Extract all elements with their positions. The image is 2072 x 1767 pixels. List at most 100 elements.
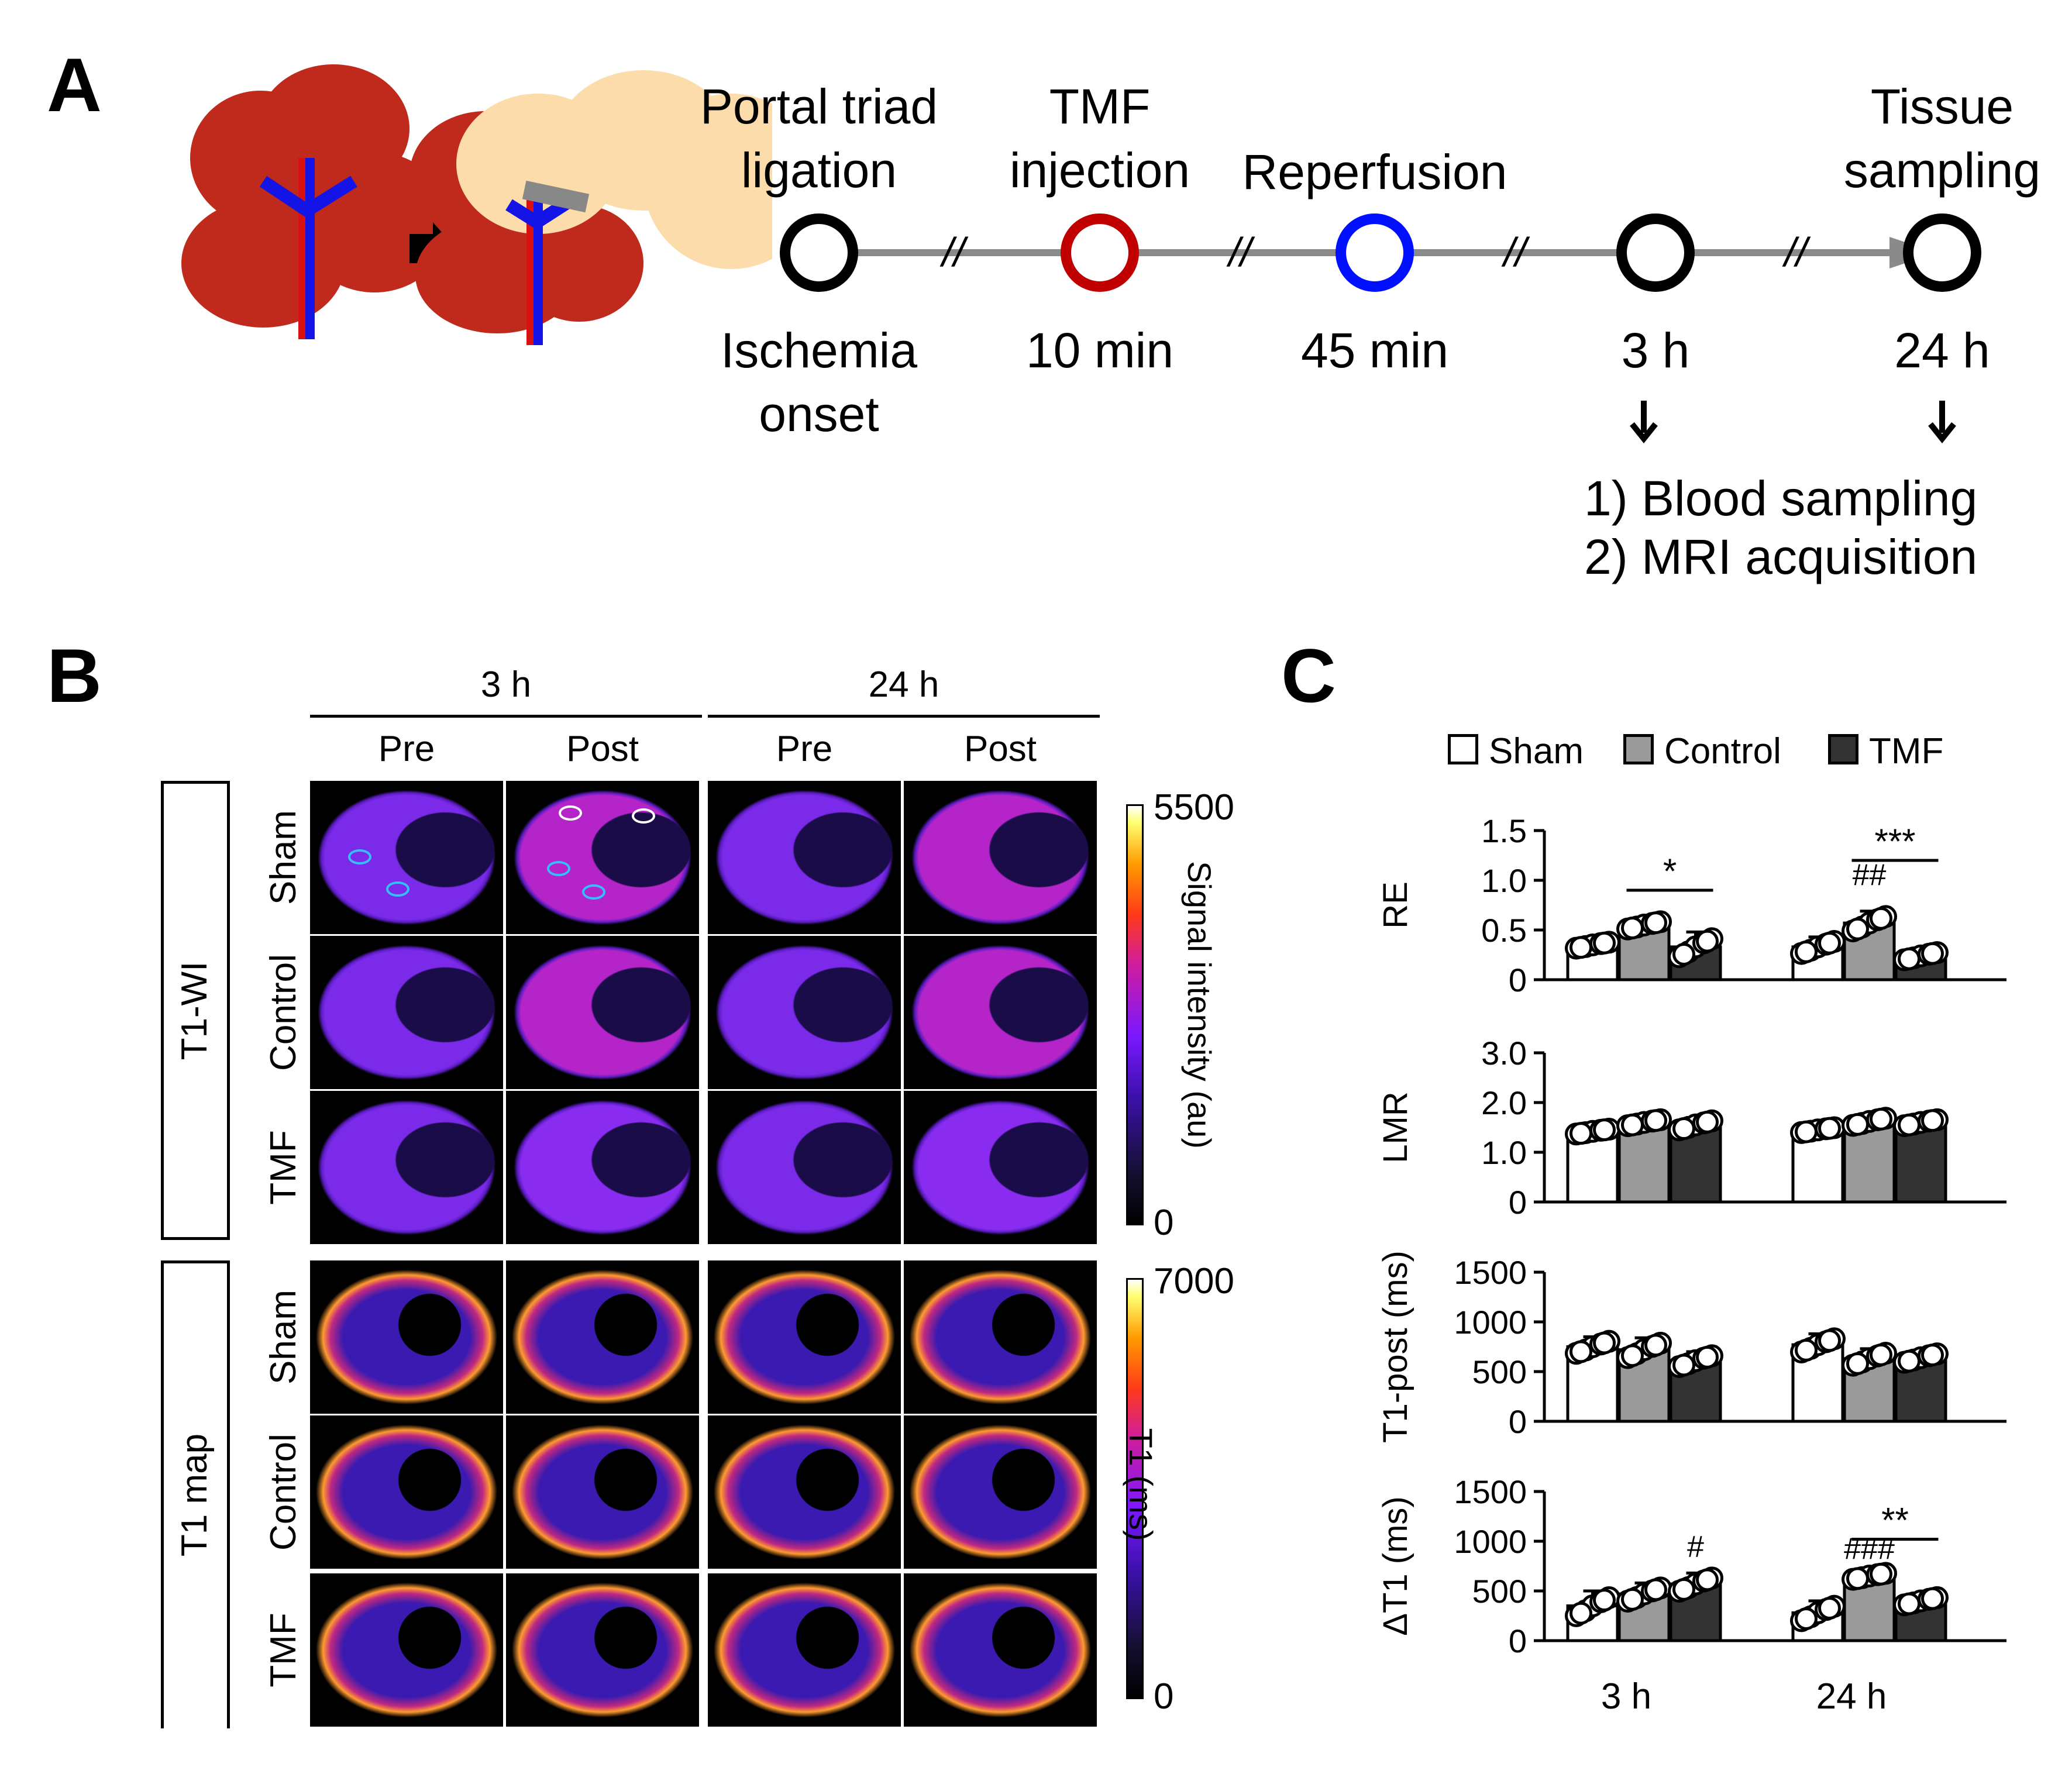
timeline-label-top: Tissue sampling [1843, 79, 2041, 198]
data-point [1644, 1334, 1667, 1357]
timeline-label-bottom: Ischemia onset [720, 323, 918, 442]
liver-ischemic [415, 70, 772, 345]
timeline-event-circle [1336, 213, 1414, 292]
y-tick-label: 1.5 [1481, 812, 1527, 849]
x-axis-label-24h: 24 h [1816, 1676, 1887, 1717]
data-point [1795, 1607, 1818, 1630]
mri-image [904, 1573, 1097, 1727]
y-tick-label: 1000 [1454, 1304, 1527, 1341]
data-point [1696, 1568, 1719, 1592]
data-point [1621, 1344, 1644, 1368]
mri-image [310, 1260, 503, 1414]
col-label: Post [963, 729, 1037, 769]
roi-marker [632, 808, 655, 824]
legend-label-control: Control [1664, 731, 1781, 771]
mri-image [904, 1091, 1097, 1244]
significance-label: # [1687, 1530, 1704, 1564]
panel-a-letter: A [47, 42, 102, 128]
data-point [1644, 911, 1667, 935]
section-box-t1wi [161, 781, 230, 1240]
legend-swatch-sham [1448, 734, 1478, 764]
data-point [1621, 917, 1644, 940]
roi-marker [559, 805, 582, 821]
data-point [1921, 1109, 1944, 1132]
timeline-label-bottom: 3 h [1621, 323, 1690, 378]
colorbar-t1map-min: 0 [1154, 1676, 1174, 1717]
mri-image [310, 1573, 503, 1727]
y-tick-label: 0.5 [1481, 912, 1527, 949]
significance-label: * [1663, 852, 1677, 891]
data-point [1846, 1112, 1869, 1136]
significance-label: *** [1874, 822, 1915, 861]
significance-label: ** [1881, 1501, 1909, 1540]
data-point [1921, 1344, 1944, 1367]
mri-image [506, 936, 699, 1089]
timeline-break-mark: // [940, 229, 969, 275]
data-point [1870, 1107, 1892, 1131]
data-point [1570, 1601, 1592, 1625]
bar [1566, 1129, 1619, 1204]
legend-swatch-tmf [1828, 734, 1858, 764]
y-tick-label: 500 [1472, 1353, 1527, 1390]
data-point [1621, 1113, 1644, 1136]
data-point [1818, 931, 1841, 955]
mri-image [310, 936, 503, 1089]
y-axis-label: ΔT1 (ms) [1376, 1496, 1414, 1636]
data-point [1846, 1567, 1869, 1590]
data-point [1644, 1109, 1667, 1132]
col-label: Pre [378, 729, 435, 769]
timeline-label-top: Portal triad ligation [700, 79, 938, 198]
time-group-3h: 3 h [480, 664, 532, 705]
mri-image [708, 1260, 901, 1414]
y-tick-label: 500 [1472, 1573, 1527, 1610]
mri-image [506, 781, 699, 934]
row-label: TMF [263, 1613, 304, 1687]
y-tick-label: 0 [1509, 1403, 1527, 1440]
liver-illustration [181, 64, 772, 345]
mri-image [904, 1415, 1097, 1569]
data-point [1570, 1340, 1592, 1363]
colorbar-t1wi-label: Signal intensity (au) [1181, 861, 1218, 1149]
mri-image [708, 1091, 901, 1244]
data-point [1696, 1110, 1719, 1134]
colorbar-t1map-label: T1 (ms) [1123, 1428, 1159, 1541]
timeline-label-top: TMF injection [1009, 79, 1190, 198]
mri-image [506, 1260, 699, 1414]
data-point [1593, 1118, 1616, 1142]
mri-image [904, 781, 1097, 934]
col-label: Post [566, 729, 639, 769]
mri-image [506, 1573, 699, 1727]
y-tick-label: 3.0 [1481, 1035, 1527, 1072]
y-axis-label: LMR [1376, 1091, 1414, 1163]
mri-image [506, 1415, 699, 1569]
down-arrow-icon [1630, 401, 1658, 444]
section-box-t1map [161, 1260, 230, 1728]
colorbar-t1wi-min: 0 [1154, 1203, 1174, 1243]
bar-charts: 00.51.01.5RE****##01.02.03.0LMR050010001… [1376, 812, 2006, 1659]
mri-image [310, 1091, 503, 1244]
roi-marker [348, 849, 371, 864]
data-point [1795, 1120, 1818, 1143]
data-point [1898, 1113, 1920, 1136]
y-axis-label: T1-post (ms) [1376, 1251, 1414, 1443]
y-tick-label: 2.0 [1481, 1084, 1527, 1121]
data-point [1846, 1352, 1869, 1375]
section-label-t1map: T1 map [174, 1433, 215, 1557]
colorbar-t1map-max: 7000 [1154, 1261, 1234, 1301]
data-point [1898, 1349, 1920, 1373]
data-point [1644, 1578, 1667, 1601]
data-point [1870, 1343, 1892, 1366]
data-point [1672, 1577, 1695, 1601]
data-point [1846, 917, 1869, 941]
data-point [1570, 1122, 1592, 1145]
legend-swatch-control [1623, 734, 1654, 764]
y-tick-label: 1.0 [1481, 862, 1527, 899]
timeline-event-circle [1616, 213, 1695, 292]
mri-image [708, 781, 901, 934]
data-point [1921, 1587, 1944, 1610]
y-tick-label: 1000 [1454, 1523, 1527, 1560]
section-label-t1wi: T1-WI [174, 961, 215, 1060]
timeline-break-mark: // [1782, 229, 1811, 275]
legend-label-sham: Sham [1489, 731, 1584, 771]
data-point [1593, 1331, 1616, 1355]
